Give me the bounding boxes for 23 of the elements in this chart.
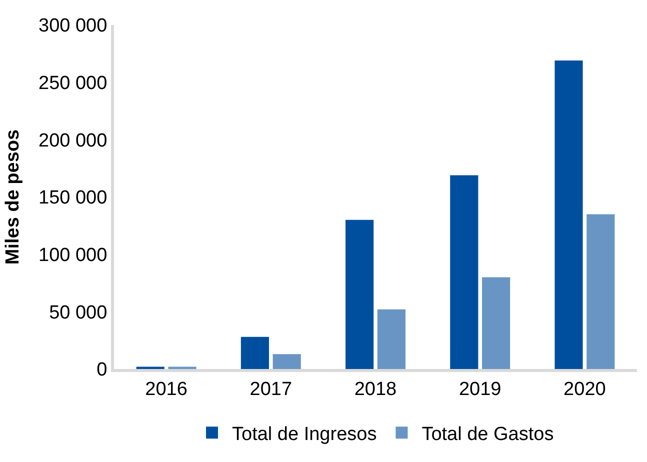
y-tick-label: 100 000 bbox=[38, 244, 108, 266]
y-tick-label: 300 000 bbox=[38, 16, 108, 37]
x-tick-label: 2020 bbox=[564, 378, 606, 400]
bar bbox=[272, 354, 301, 369]
bar bbox=[554, 60, 583, 369]
y-tick-label: 200 000 bbox=[38, 130, 108, 152]
bar bbox=[482, 277, 510, 369]
y-tick-label: 50 000 bbox=[49, 302, 108, 324]
legend-label: Total de Gastos bbox=[422, 424, 554, 445]
y-tick-label: 150 000 bbox=[38, 188, 108, 209]
y-tick-label: 250 000 bbox=[38, 72, 108, 94]
bar bbox=[450, 175, 478, 369]
x-tick-label: 2018 bbox=[354, 378, 397, 400]
y-axis-title: Miles de pesos bbox=[2, 129, 24, 265]
legend-label: Total de Ingresos bbox=[232, 424, 377, 445]
x-tick-label: 2017 bbox=[250, 378, 292, 400]
bar bbox=[346, 220, 374, 369]
x-tick-label: 2016 bbox=[145, 378, 188, 400]
bar bbox=[586, 214, 615, 369]
y-tick-label: 0 bbox=[96, 360, 108, 381]
bar bbox=[240, 336, 269, 369]
bar bbox=[377, 309, 406, 369]
x-tick-label: 2019 bbox=[458, 378, 502, 400]
